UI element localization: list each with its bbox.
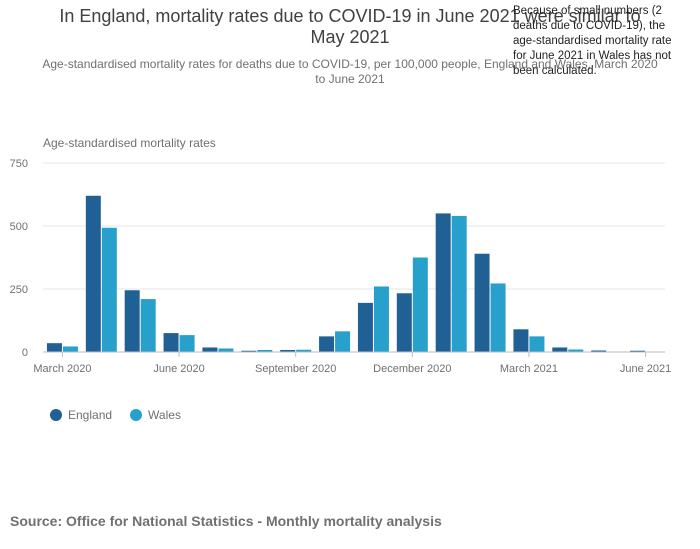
y-tick-label: 0: [22, 347, 28, 359]
x-axis: March 2020 June 2020 September 2020 Decembe…: [33, 351, 671, 375]
y-tick-label: 750: [10, 158, 28, 170]
bar-england: [163, 333, 179, 352]
wales-swatch-icon: [130, 409, 143, 421]
x-tick-label: December 2020: [373, 363, 451, 375]
bar-england: [124, 290, 140, 352]
bar-wales: [529, 336, 545, 352]
bar-england: [552, 347, 568, 352]
bar-wales: [296, 349, 312, 352]
england-swatch-icon: [50, 409, 62, 421]
bar-england: [46, 343, 62, 352]
bar-england: [357, 302, 373, 352]
bar-chart: Age-standardised mortality rates 0 250 500…: [10, 136, 672, 375]
bar-wales: [568, 349, 584, 352]
bar-england: [280, 349, 296, 352]
bar-england: [85, 195, 101, 352]
bar-wales: [140, 299, 156, 352]
bar-wales: [62, 346, 78, 352]
bar-england: [319, 336, 335, 352]
source-note: Source: Office for National Statistics -…: [10, 513, 442, 529]
x-tick-label: September 2020: [255, 363, 336, 375]
bar-england: [474, 253, 490, 352]
chart-title: In England, mortality rates due to COVID…: [59, 6, 641, 47]
legend: England Wales: [50, 408, 181, 422]
bar-wales: [373, 286, 389, 352]
bar-wales: [101, 227, 117, 352]
legend-label-wales: Wales: [148, 408, 181, 422]
bar-england: [435, 213, 451, 352]
bars: [46, 195, 646, 352]
bar-england: [202, 347, 218, 352]
bar-wales: [490, 283, 506, 352]
bar-wales: [412, 257, 428, 352]
bar-wales: [451, 215, 467, 352]
bar-england: [591, 350, 607, 352]
bar-england: [241, 350, 257, 352]
bar-wales: [179, 335, 195, 352]
y-tick-label: 500: [10, 221, 28, 233]
gridlines: [43, 162, 665, 290]
x-tick-label: March 2021: [500, 363, 558, 375]
legend-item-wales[interactable]: Wales: [130, 408, 181, 422]
x-tick-label: March 2020: [33, 363, 91, 375]
bar-wales: [257, 349, 273, 352]
chart-annotation: Because of small numbers (2 deaths due t…: [513, 5, 672, 77]
y-axis-label: Age-standardised mortality rates: [43, 136, 216, 150]
legend-item-england[interactable]: England: [50, 408, 112, 422]
y-tick-label: 250: [10, 284, 28, 296]
bar-wales: [218, 348, 234, 352]
bar-england: [513, 329, 529, 352]
bar-wales: [335, 331, 351, 352]
legend-label-england: England: [68, 408, 113, 422]
chart-subtitle: Age-standardised mortality rates for dea…: [42, 57, 658, 86]
bar-england: [396, 293, 412, 352]
x-tick-label: June 2020: [153, 363, 204, 375]
x-tick-label: June 2021: [620, 363, 671, 375]
bar-england: [630, 350, 646, 352]
y-axis-ticks: 0 250 500 750: [10, 158, 28, 359]
